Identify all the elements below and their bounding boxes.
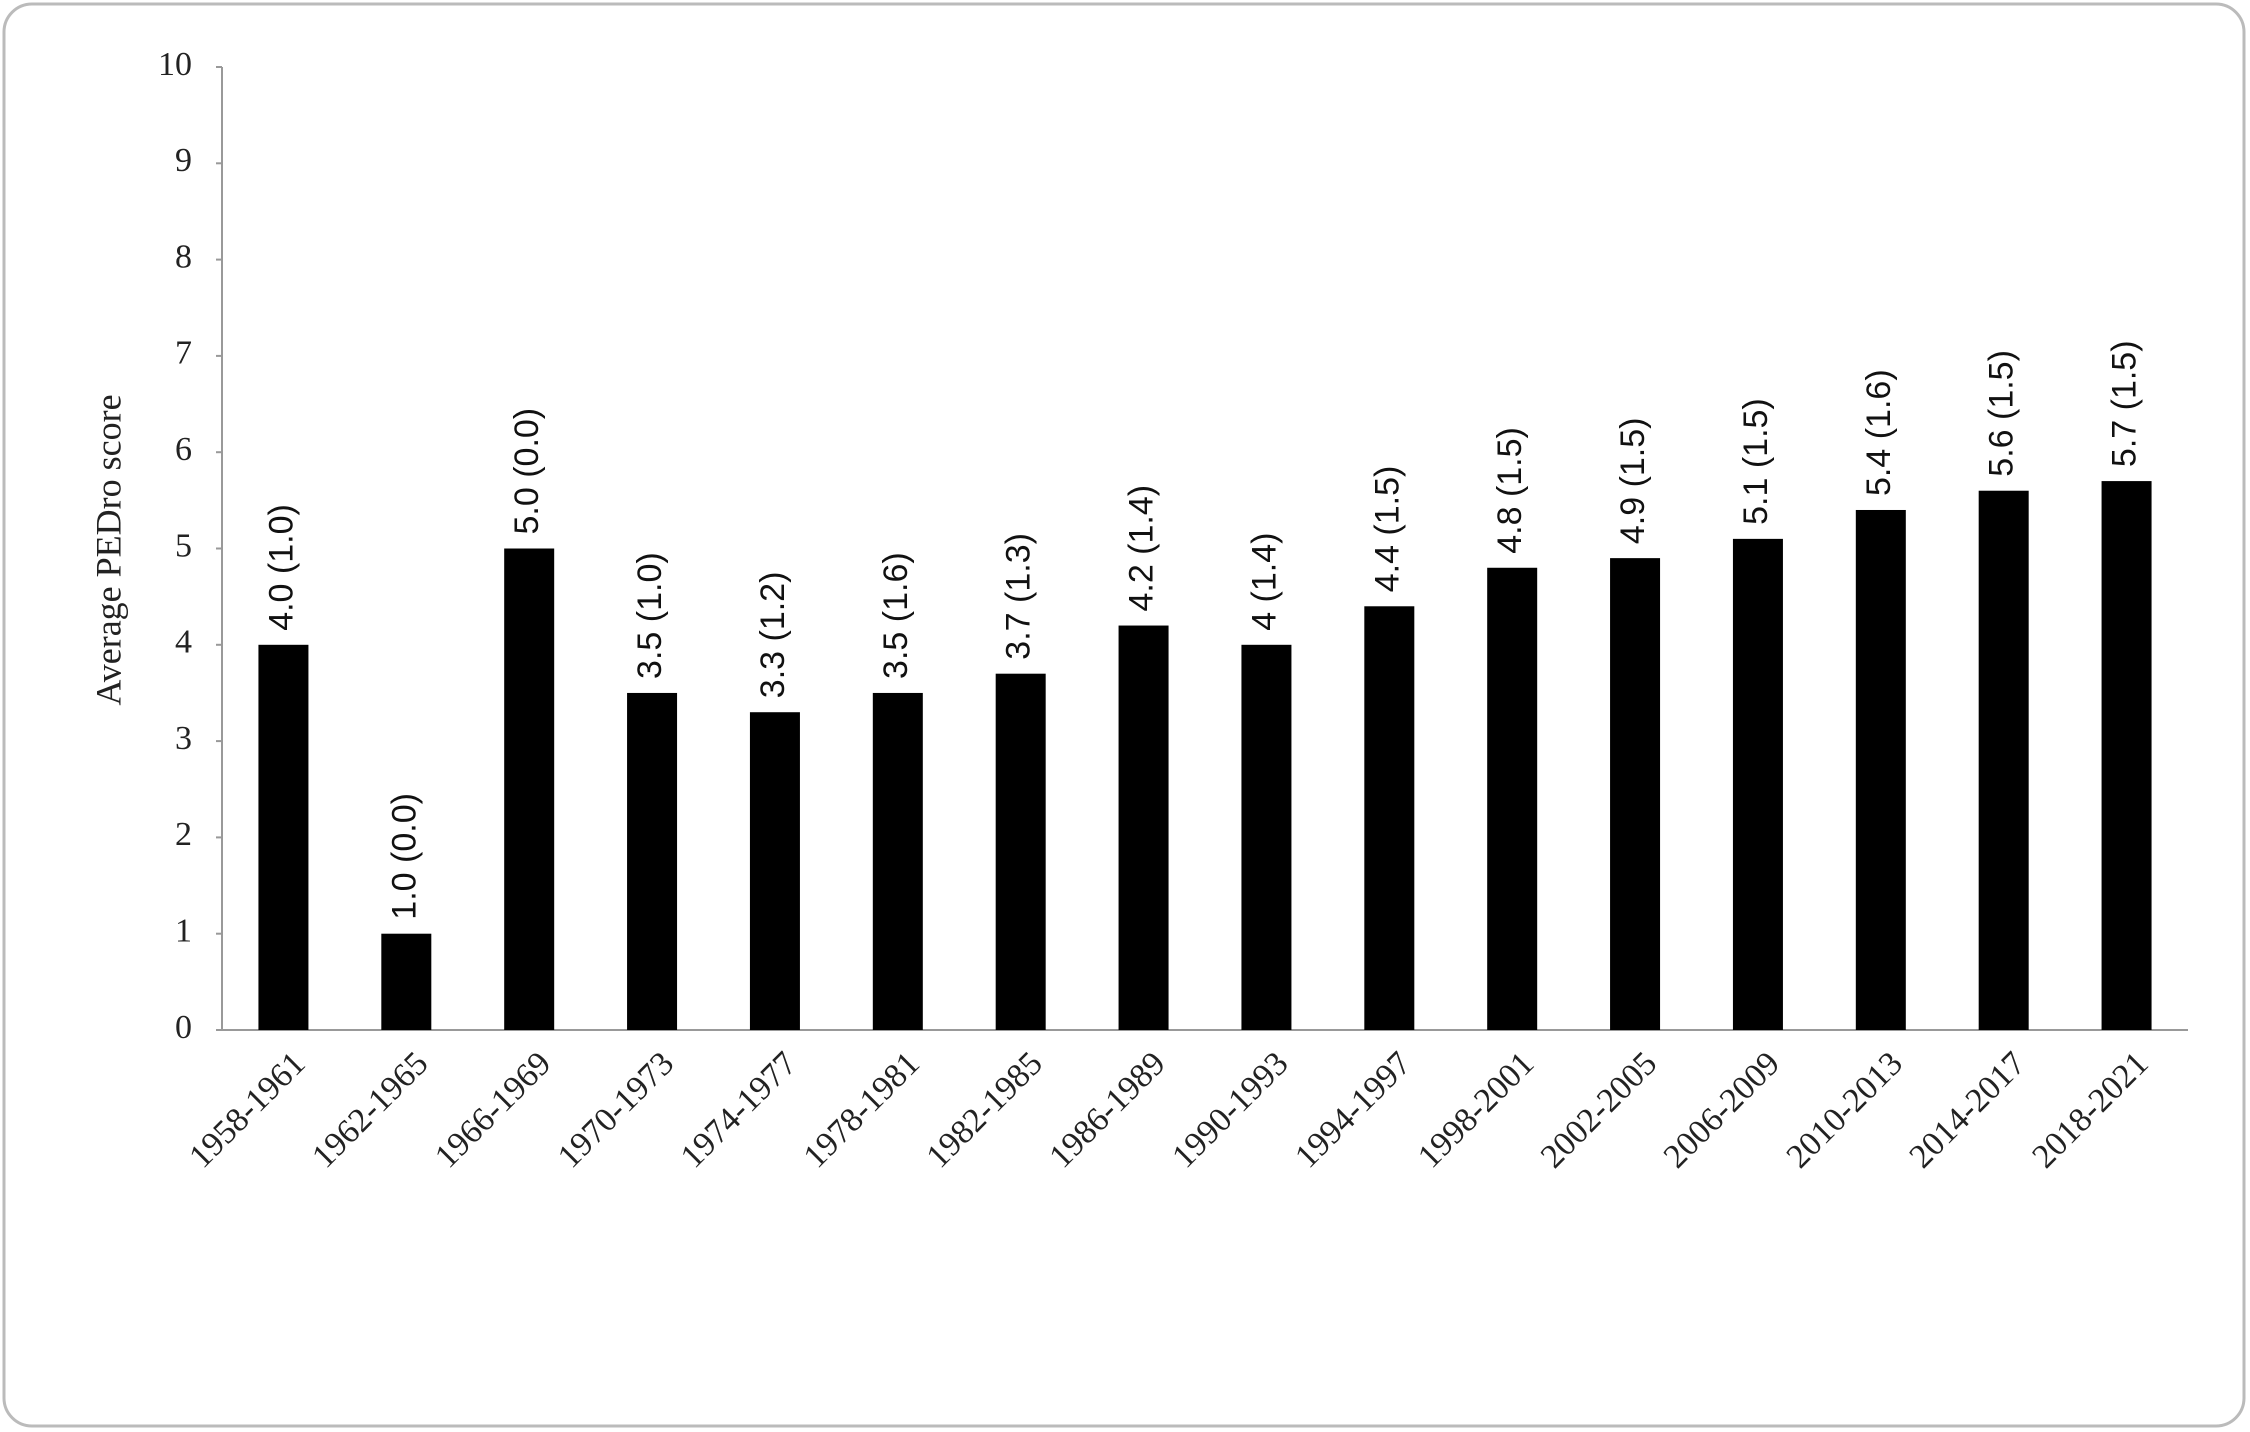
bar [995, 673, 1046, 1030]
y-tick-label: 2 [175, 816, 192, 853]
value-label: 4.9 (1.5) [1614, 418, 1652, 545]
bar [504, 548, 555, 1030]
y-tick-label: 8 [175, 238, 192, 275]
bar [1364, 606, 1415, 1030]
value-label: 1.0 (0.0) [385, 793, 423, 920]
value-label: 3.3 (1.2) [754, 572, 792, 699]
y-tick-label: 7 [175, 335, 192, 372]
value-label: 4.8 (1.5) [1491, 427, 1529, 554]
y-tick-label: 6 [175, 431, 192, 468]
bar [1610, 558, 1661, 1030]
bar [381, 933, 432, 1030]
bar [749, 712, 800, 1030]
bar [872, 692, 923, 1030]
bar [1487, 567, 1538, 1030]
bar [1118, 625, 1169, 1030]
value-label: 5.6 (1.5) [1983, 350, 2021, 477]
y-tick-label: 9 [175, 142, 192, 179]
value-label: 3.5 (1.6) [877, 552, 915, 679]
y-tick-label: 0 [175, 1009, 192, 1046]
bar [1241, 644, 1292, 1030]
value-label: 5.4 (1.6) [1860, 369, 1898, 496]
value-label: 5.7 (1.5) [2106, 340, 2144, 467]
value-label: 5.1 (1.5) [1737, 398, 1775, 525]
y-tick-label: 1 [175, 912, 192, 949]
value-label: 4.4 (1.5) [1368, 466, 1406, 593]
y-tick-label: 4 [175, 624, 192, 661]
value-label: 3.5 (1.0) [631, 552, 669, 679]
bar [1732, 538, 1783, 1030]
value-label: 5.0 (0.0) [508, 408, 546, 535]
bar [258, 644, 309, 1030]
value-label: 3.7 (1.3) [1000, 533, 1038, 660]
value-label: 4.0 (1.0) [262, 504, 300, 631]
y-tick-label: 5 [175, 527, 192, 564]
bar [1855, 509, 1906, 1031]
y-tick-label: 10 [158, 46, 192, 83]
y-tick-label: 3 [175, 720, 192, 757]
bar [1978, 490, 2029, 1031]
value-label: 4 (1.4) [1245, 533, 1283, 631]
bar [627, 692, 678, 1030]
y-axis-title: Average PEDro score [88, 394, 128, 705]
value-label: 4.2 (1.4) [1123, 485, 1161, 612]
bar [2101, 481, 2152, 1031]
